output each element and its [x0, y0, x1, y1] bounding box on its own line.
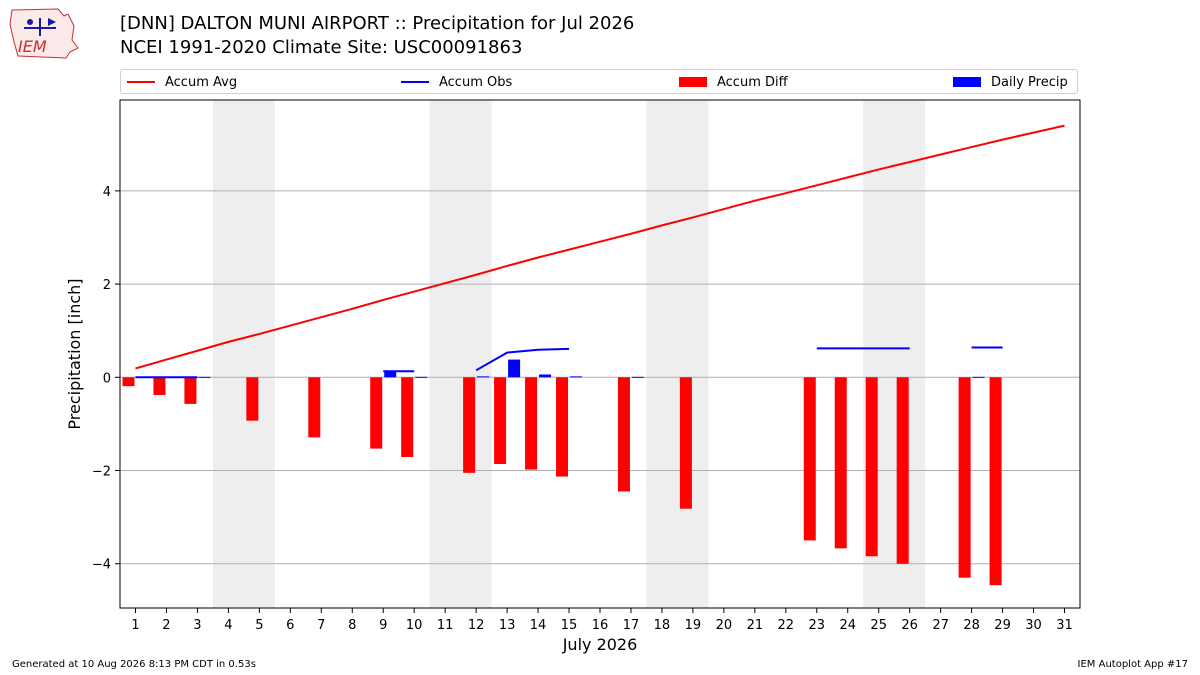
legend-swatch-accum-avg: [127, 81, 155, 83]
x-tick-label: 20: [716, 618, 733, 633]
y-tick-label: −4: [92, 558, 111, 573]
x-tick-label: 15: [561, 618, 578, 633]
x-tick-label: 31: [1056, 618, 1073, 633]
x-tick-label: 30: [1025, 618, 1042, 633]
accum-diff-bar: [153, 377, 166, 396]
y-tick-label: −2: [92, 465, 111, 480]
weekend-shade-2: [646, 100, 709, 608]
footer-generated: Generated at 10 Aug 2026 8:13 PM CDT in …: [12, 659, 256, 670]
daily-precip-bar: [508, 359, 521, 378]
y-tick-label: 4: [103, 185, 111, 200]
accum-diff-bar: [896, 377, 909, 564]
legend-item-accum-obs: Accum Obs: [401, 74, 512, 90]
x-tick-label: 21: [747, 618, 764, 633]
x-tick-label: 13: [499, 618, 516, 633]
weekend-shade-0: [212, 100, 275, 608]
accum-avg-line: [135, 124, 1065, 370]
x-tick-label: 14: [530, 618, 547, 633]
chart-title: [DNN] DALTON MUNI AIRPORT :: Precipitati…: [120, 13, 635, 34]
x-tick-label: 12: [468, 618, 485, 633]
daily-precip-bar: [570, 376, 583, 378]
accum-diff-bar: [617, 377, 630, 492]
legend-swatch-accum-obs: [401, 81, 429, 83]
daily-precip-bar: [415, 376, 428, 378]
accum-diff-bar: [556, 377, 569, 477]
accum-diff-bar: [525, 377, 538, 470]
y-tick-label: 0: [103, 371, 111, 386]
x-tick-label: 7: [317, 618, 325, 633]
x-tick-label: 25: [870, 618, 887, 633]
accum-diff-bar: [679, 377, 692, 509]
x-tick-label: 17: [623, 618, 640, 633]
x-tick-label: 19: [685, 618, 702, 633]
x-tick-label: 16: [592, 618, 609, 633]
accum-diff-bar: [494, 377, 507, 464]
accum-diff-bar: [958, 377, 971, 578]
x-tick-label: 28: [963, 618, 980, 633]
x-tick-label: 5: [255, 618, 263, 633]
legend-label-accum-avg: Accum Avg: [165, 74, 238, 90]
daily-precip-bar: [198, 376, 211, 378]
legend-swatch-daily-precip: [953, 77, 981, 87]
legend: Accum Avg Accum Obs Accum Diff Daily Pre…: [120, 69, 1078, 94]
accum-diff-bar: [401, 377, 414, 457]
x-tick-label: 27: [932, 618, 949, 633]
legend-item-accum-diff: Accum Diff: [679, 74, 788, 90]
daily-precip-bar: [477, 376, 490, 378]
accum-diff-bar: [370, 377, 383, 449]
x-tick-label: 29: [994, 618, 1011, 633]
legend-label-accum-diff: Accum Diff: [717, 74, 788, 90]
accum-diff-bar: [989, 377, 1002, 586]
accum-diff-bar: [308, 377, 321, 438]
x-tick-label: 3: [193, 618, 201, 633]
footer-app: IEM Autoplot App #17: [1077, 659, 1188, 670]
x-tick-label: 22: [778, 618, 795, 633]
y-tick-label: 2: [103, 278, 111, 293]
x-tick-label: 10: [406, 618, 423, 633]
x-tick-label: 11: [437, 618, 454, 633]
legend-item-accum-avg: Accum Avg: [127, 74, 237, 90]
x-tick-label: 4: [224, 618, 232, 633]
legend-label-accum-obs: Accum Obs: [439, 74, 513, 90]
legend-label-daily-precip: Daily Precip: [991, 74, 1068, 90]
accum-diff-bar: [184, 377, 197, 404]
x-tick-label: 26: [901, 618, 918, 633]
daily-precip-bar: [384, 371, 397, 378]
accum-diff-bar: [834, 377, 847, 549]
daily-precip-bar: [972, 376, 985, 378]
accum-diff-bar: [463, 377, 476, 473]
chart-subtitle: NCEI 1991-2020 Climate Site: USC00091863: [120, 37, 523, 58]
daily-precip-bar: [631, 376, 644, 378]
accum-diff-bar: [122, 377, 135, 387]
x-tick-label: 2: [162, 618, 170, 633]
accum-diff-bar: [803, 377, 816, 541]
daily-precip-bar: [539, 374, 552, 378]
iem-logo-text: IEM: [18, 37, 47, 56]
legend-swatch-accum-diff: [679, 77, 707, 87]
iem-logo: IEM: [9, 8, 79, 59]
accum-diff-bar: [865, 377, 878, 557]
x-tick-label: 23: [809, 618, 826, 633]
x-tick-label: 18: [654, 618, 671, 633]
accum-obs-line: [475, 347, 570, 372]
x-axis-label: July 2026: [562, 635, 638, 654]
x-tick-label: 8: [348, 618, 356, 633]
x-tick-label: 9: [379, 618, 387, 633]
x-tick-label: 6: [286, 618, 294, 633]
accum-diff-bar: [246, 377, 259, 421]
y-axis-label: Precipitation [inch]: [65, 278, 84, 429]
weekend-shade-1: [429, 100, 492, 608]
x-tick-label: 1: [131, 618, 139, 633]
legend-item-daily-precip: Daily Precip: [953, 74, 1068, 90]
x-tick-label: 24: [839, 618, 856, 633]
